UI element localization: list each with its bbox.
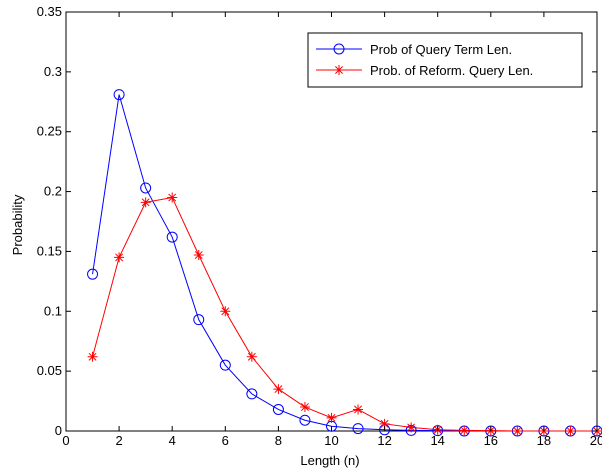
x-tick-label: 8 <box>275 433 282 448</box>
data-point <box>219 359 231 371</box>
data-point <box>406 422 417 433</box>
data-point <box>246 388 258 400</box>
legend-entry: Prob. of Reform. Query Len. <box>316 63 533 78</box>
data-point <box>379 418 390 429</box>
legend-label: Prob of Query Term Len. <box>370 42 512 57</box>
data-point <box>272 403 284 415</box>
data-point <box>193 314 205 326</box>
legend-label: Prob. of Reform. Query Len. <box>370 63 533 78</box>
data-point <box>220 306 231 317</box>
x-tick-label: 4 <box>169 433 176 448</box>
x-tick-label: 20 <box>590 433 602 448</box>
data-point <box>87 351 98 362</box>
data-point <box>512 426 523 436</box>
data-point <box>113 89 125 101</box>
y-tick-label: 0 <box>55 423 62 438</box>
data-point <box>246 351 257 362</box>
y-tick-label: 0.05 <box>37 363 62 378</box>
x-tick-label: 10 <box>324 433 338 448</box>
data-point <box>273 384 284 395</box>
x-tick-label: 16 <box>484 433 498 448</box>
data-point <box>166 231 178 243</box>
x-tick-label: 0 <box>62 433 69 448</box>
y-axis-label: Probability <box>10 194 25 255</box>
x-tick-label: 2 <box>115 433 122 448</box>
data-point <box>140 197 151 208</box>
data-point <box>326 412 337 423</box>
legend-marker <box>333 43 345 55</box>
y-tick-label: 0.2 <box>44 184 62 199</box>
data-point <box>299 402 310 413</box>
x-tick-label: 12 <box>377 433 391 448</box>
data-point <box>87 268 99 280</box>
legend-box <box>307 32 583 88</box>
data-point <box>193 250 204 261</box>
y-tick-label: 0.15 <box>37 243 62 258</box>
legend-entry: Prob of Query Term Len. <box>316 42 512 57</box>
x-tick-label: 18 <box>537 433 551 448</box>
x-tick-label: 14 <box>430 433 444 448</box>
data-point <box>352 423 364 435</box>
data-point <box>299 414 311 426</box>
data-point <box>459 425 470 436</box>
y-tick-label: 0.25 <box>37 124 62 139</box>
data-point <box>353 404 364 415</box>
y-tick-label: 0.1 <box>44 303 62 318</box>
x-axis-label: Length (n) <box>300 453 359 468</box>
y-tick-label: 0.3 <box>44 64 62 79</box>
legend: Prob of Query Term Len. Prob. of Reform. … <box>307 32 583 88</box>
y-tick-label: 0.35 <box>37 4 62 19</box>
data-point <box>565 426 576 436</box>
legend-marker <box>334 65 344 75</box>
data-point <box>114 252 125 263</box>
data-point <box>167 192 178 203</box>
x-tick-label: 6 <box>222 433 229 448</box>
data-point <box>140 182 152 194</box>
